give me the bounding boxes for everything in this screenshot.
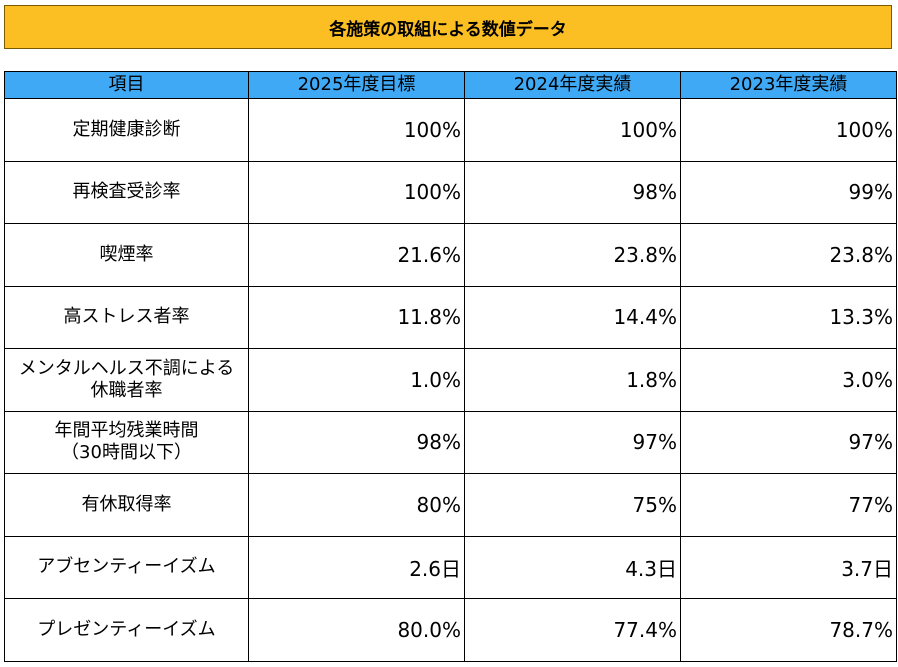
row-item-label: 再検査受診率 bbox=[4, 160, 249, 224]
cell-2024-actual: 98% bbox=[464, 160, 681, 224]
cell-2023-actual: 13.3% bbox=[680, 285, 897, 349]
cell-2023-actual: 99% bbox=[680, 160, 897, 224]
cell-2023-actual: 97% bbox=[680, 410, 897, 474]
table-row: 年間平均残業時間 （30時間以下） 98% 97% 97% bbox=[4, 410, 897, 474]
row-item-label: 年間平均残業時間 （30時間以下） bbox=[4, 410, 249, 474]
row-item-label: アブセンティーイズム bbox=[4, 535, 249, 599]
cell-2025-target: 1.0% bbox=[248, 348, 465, 412]
header-row: 項目 2025年度目標 2024年度実績 2023年度実績 bbox=[4, 71, 897, 99]
cell-2023-actual: 3.7日 bbox=[680, 535, 897, 599]
column-header-2024-actual: 2024年度実績 bbox=[464, 71, 681, 99]
column-header-2023-actual: 2023年度実績 bbox=[680, 71, 897, 99]
data-table: 項目 2025年度目標 2024年度実績 2023年度実績 定期健康診断 100… bbox=[4, 71, 897, 662]
row-item-label: メンタルヘルス不調による 休職者率 bbox=[4, 348, 249, 412]
table-row: 定期健康診断 100% 100% 100% bbox=[4, 98, 897, 162]
row-item-label: 喫煙率 bbox=[4, 223, 249, 287]
cell-2023-actual: 78.7% bbox=[680, 598, 897, 662]
cell-2024-actual: 75% bbox=[464, 473, 681, 537]
cell-2023-actual: 100% bbox=[680, 98, 897, 162]
cell-2024-actual: 14.4% bbox=[464, 285, 681, 349]
table-row: 喫煙率 21.6% 23.8% 23.8% bbox=[4, 223, 897, 287]
table-row: 再検査受診率 100% 98% 99% bbox=[4, 160, 897, 224]
table-row: プレゼンティーイズム 80.0% 77.4% 78.7% bbox=[4, 598, 897, 662]
cell-2025-target: 80.0% bbox=[248, 598, 465, 662]
row-item-label: 有休取得率 bbox=[4, 473, 249, 537]
table-row: 高ストレス者率 11.8% 14.4% 13.3% bbox=[4, 285, 897, 349]
cell-2023-actual: 23.8% bbox=[680, 223, 897, 287]
cell-2025-target: 100% bbox=[248, 160, 465, 224]
cell-2023-actual: 77% bbox=[680, 473, 897, 537]
cell-2025-target: 2.6日 bbox=[248, 535, 465, 599]
cell-2024-actual: 77.4% bbox=[464, 598, 681, 662]
cell-2024-actual: 100% bbox=[464, 98, 681, 162]
cell-2024-actual: 1.8% bbox=[464, 348, 681, 412]
cell-2025-target: 100% bbox=[248, 98, 465, 162]
table-row: 有休取得率 80% 75% 77% bbox=[4, 473, 897, 537]
row-item-label: プレゼンティーイズム bbox=[4, 598, 249, 662]
cell-2024-actual: 4.3日 bbox=[464, 535, 681, 599]
table-row: アブセンティーイズム 2.6日 4.3日 3.7日 bbox=[4, 535, 897, 599]
cell-2025-target: 21.6% bbox=[248, 223, 465, 287]
cell-2024-actual: 23.8% bbox=[464, 223, 681, 287]
column-header-item: 項目 bbox=[4, 71, 249, 99]
cell-2025-target: 98% bbox=[248, 410, 465, 474]
table-row: メンタルヘルス不調による 休職者率 1.0% 1.8% 3.0% bbox=[4, 348, 897, 412]
row-item-label: 定期健康診断 bbox=[4, 98, 249, 162]
row-item-label: 高ストレス者率 bbox=[4, 285, 249, 349]
cell-2023-actual: 3.0% bbox=[680, 348, 897, 412]
table-title: 各施策の取組による数値データ bbox=[4, 5, 892, 49]
cell-2025-target: 11.8% bbox=[248, 285, 465, 349]
cell-2024-actual: 97% bbox=[464, 410, 681, 474]
column-header-2025-target: 2025年度目標 bbox=[248, 71, 465, 99]
cell-2025-target: 80% bbox=[248, 473, 465, 537]
